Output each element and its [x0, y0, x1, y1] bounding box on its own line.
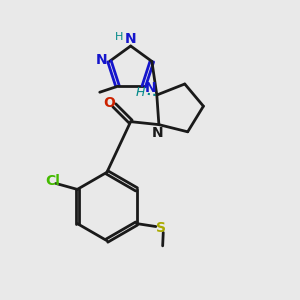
Text: H: H — [115, 32, 124, 42]
Text: N: N — [125, 32, 136, 46]
Text: O: O — [103, 96, 115, 110]
Text: N: N — [152, 126, 163, 140]
Text: N: N — [145, 81, 156, 95]
Text: H: H — [135, 86, 145, 99]
Text: S: S — [156, 221, 166, 235]
Text: N: N — [96, 53, 108, 67]
Text: Cl: Cl — [46, 174, 60, 188]
